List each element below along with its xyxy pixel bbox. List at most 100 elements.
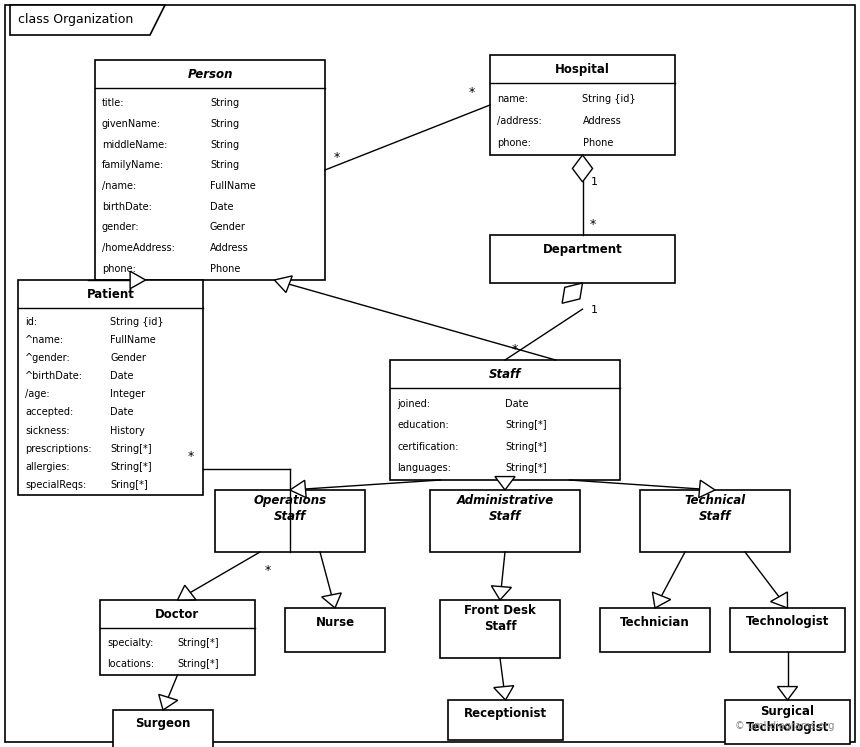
Text: Hospital: Hospital — [555, 63, 610, 75]
Text: 1: 1 — [591, 305, 598, 315]
Text: String: String — [210, 140, 239, 150]
FancyBboxPatch shape — [600, 608, 710, 652]
Text: String: String — [210, 161, 239, 170]
Polygon shape — [495, 477, 515, 490]
Text: Integer: Integer — [110, 389, 145, 399]
Text: Surgical
Technologist: Surgical Technologist — [746, 704, 829, 734]
Text: Department: Department — [543, 243, 623, 255]
Text: String: String — [210, 119, 239, 129]
Text: FullName: FullName — [110, 335, 157, 345]
Text: Operations
Staff: Operations Staff — [254, 495, 327, 524]
Text: Gender: Gender — [210, 223, 246, 232]
Text: middleName:: middleName: — [102, 140, 168, 150]
Polygon shape — [777, 686, 797, 700]
Polygon shape — [771, 592, 788, 608]
Text: specialty:: specialty: — [107, 639, 153, 648]
Text: String[*]: String[*] — [505, 441, 547, 452]
Text: 1: 1 — [591, 177, 598, 187]
Text: *: * — [589, 217, 596, 231]
Text: locations:: locations: — [107, 659, 154, 669]
Polygon shape — [653, 592, 671, 608]
Text: familyName:: familyName: — [102, 161, 164, 170]
Polygon shape — [699, 480, 715, 498]
Text: /age:: /age: — [25, 389, 50, 399]
Text: Technical
Staff: Technical Staff — [685, 495, 746, 524]
Text: prescriptions:: prescriptions: — [25, 444, 92, 453]
Text: id:: id: — [25, 317, 37, 326]
Text: /name:: /name: — [102, 181, 136, 191]
FancyBboxPatch shape — [215, 490, 365, 552]
Text: String {id}: String {id} — [582, 94, 636, 105]
Polygon shape — [274, 276, 292, 293]
Text: ^gender:: ^gender: — [25, 353, 71, 363]
FancyBboxPatch shape — [430, 490, 580, 552]
Text: /address:: /address: — [497, 117, 542, 126]
Text: Nurse: Nurse — [316, 616, 354, 628]
Text: Patient: Patient — [87, 288, 134, 300]
Text: Gender: Gender — [110, 353, 146, 363]
Text: FullName: FullName — [210, 181, 255, 191]
Polygon shape — [159, 695, 178, 710]
Text: String[*]: String[*] — [505, 463, 547, 474]
Polygon shape — [177, 585, 196, 600]
Polygon shape — [322, 593, 341, 608]
FancyBboxPatch shape — [440, 600, 560, 658]
Text: ^name:: ^name: — [25, 335, 64, 345]
Polygon shape — [494, 686, 513, 700]
FancyBboxPatch shape — [5, 5, 855, 742]
Text: specialReqs:: specialReqs: — [25, 480, 86, 490]
Text: *: * — [334, 151, 340, 164]
Text: *: * — [512, 343, 518, 356]
Text: String: String — [210, 99, 239, 108]
FancyBboxPatch shape — [100, 600, 255, 675]
Text: title:: title: — [102, 99, 125, 108]
Text: Date: Date — [110, 371, 134, 381]
Text: Date: Date — [110, 407, 134, 418]
Text: Phone: Phone — [582, 138, 613, 148]
FancyBboxPatch shape — [113, 710, 213, 747]
FancyBboxPatch shape — [95, 60, 325, 280]
Text: Administrative
Staff: Administrative Staff — [457, 495, 554, 524]
Text: String[*]: String[*] — [110, 462, 152, 472]
Text: String[*]: String[*] — [177, 659, 219, 669]
Text: joined:: joined: — [397, 399, 430, 409]
Text: String {id}: String {id} — [110, 317, 164, 326]
FancyBboxPatch shape — [390, 360, 620, 480]
Text: String[*]: String[*] — [177, 639, 219, 648]
FancyBboxPatch shape — [448, 700, 563, 740]
Text: name:: name: — [497, 94, 528, 105]
FancyBboxPatch shape — [640, 490, 790, 552]
FancyBboxPatch shape — [18, 280, 203, 495]
Text: Surgeon: Surgeon — [135, 718, 191, 731]
Text: Receptionist: Receptionist — [464, 707, 547, 721]
FancyBboxPatch shape — [490, 55, 675, 155]
Text: accepted:: accepted: — [25, 407, 73, 418]
Text: Person: Person — [187, 67, 233, 81]
Polygon shape — [130, 271, 145, 289]
Text: Sring[*]: Sring[*] — [110, 480, 148, 490]
Text: Front Desk
Staff: Front Desk Staff — [464, 604, 536, 633]
Text: /homeAddress:: /homeAddress: — [102, 243, 175, 253]
Text: ^birthDate:: ^birthDate: — [25, 371, 83, 381]
Text: Date: Date — [210, 202, 234, 211]
Text: sickness:: sickness: — [25, 426, 70, 436]
Text: © uml-diagrams.org: © uml-diagrams.org — [734, 721, 834, 731]
Text: Address: Address — [210, 243, 249, 253]
FancyBboxPatch shape — [490, 235, 675, 283]
Text: class Organization: class Organization — [18, 13, 133, 26]
Text: Technologist: Technologist — [746, 616, 829, 628]
Text: Technician: Technician — [620, 616, 690, 628]
Text: certification:: certification: — [397, 441, 458, 452]
Text: History: History — [110, 426, 145, 436]
Text: Date: Date — [505, 399, 529, 409]
Text: Staff: Staff — [488, 368, 521, 380]
Text: phone:: phone: — [102, 264, 136, 273]
Text: languages:: languages: — [397, 463, 451, 474]
Text: String[*]: String[*] — [110, 444, 152, 453]
Text: *: * — [188, 450, 194, 463]
Text: *: * — [469, 86, 475, 99]
FancyBboxPatch shape — [725, 700, 850, 744]
Polygon shape — [562, 283, 582, 303]
Polygon shape — [573, 155, 593, 182]
Text: birthDate:: birthDate: — [102, 202, 152, 211]
